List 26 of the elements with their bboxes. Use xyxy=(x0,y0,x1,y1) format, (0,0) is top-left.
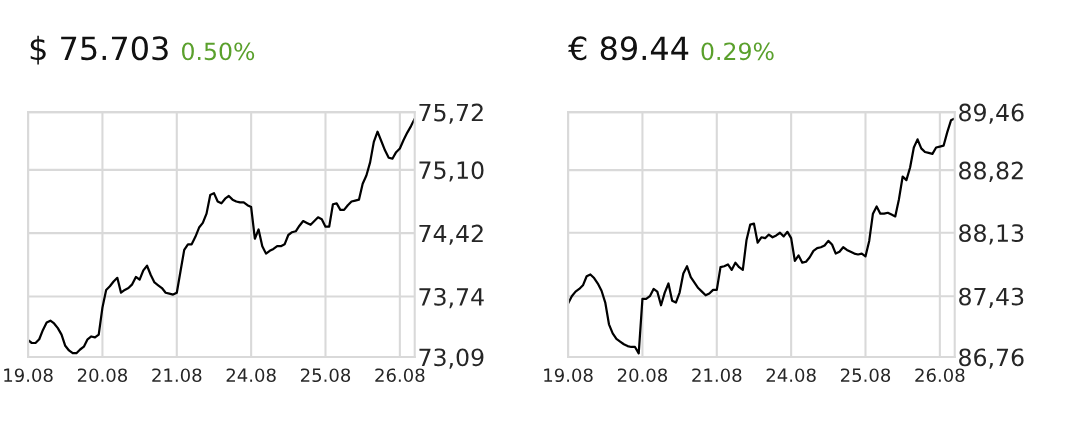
y-tick-label: 88,82 xyxy=(959,161,1023,182)
x-tick-label: 26.08 xyxy=(915,368,965,383)
chart-subtitle: 0.29% xyxy=(701,42,774,61)
x-tick-label: 26.08 xyxy=(375,368,425,383)
chart-title: € 89.44 xyxy=(568,36,689,61)
x-tick-label: 20.08 xyxy=(617,368,668,383)
y-tick-label: 73,09 xyxy=(419,348,484,369)
y-tick-label: 86,76 xyxy=(959,348,1024,369)
chart-subtitle: 0.50% xyxy=(182,42,255,61)
chart-title: $ 75.703 xyxy=(30,35,168,65)
x-tick-label: 19.08 xyxy=(4,368,53,383)
x-tick-label: 19.08 xyxy=(544,368,593,383)
y-tick-label: 73,74 xyxy=(419,287,484,309)
y-tick-label: 75,72 xyxy=(419,103,483,124)
y-tick-label: 74,42 xyxy=(419,224,483,245)
x-tick-label: 25.08 xyxy=(840,368,891,383)
x-tick-label: 24.08 xyxy=(766,368,816,383)
y-tick-label: 88,13 xyxy=(959,224,1024,245)
x-tick-label: 25.08 xyxy=(300,368,351,383)
y-tick-label: 75,10 xyxy=(419,161,484,182)
y-tick-label: 89,46 xyxy=(959,103,1024,124)
x-tick-label: 20.08 xyxy=(77,368,128,383)
x-tick-label: 21.08 xyxy=(152,368,202,383)
y-tick-label: 87,43 xyxy=(959,287,1024,308)
x-tick-label: 21.08 xyxy=(692,368,742,383)
x-tick-label: 24.08 xyxy=(226,368,276,383)
